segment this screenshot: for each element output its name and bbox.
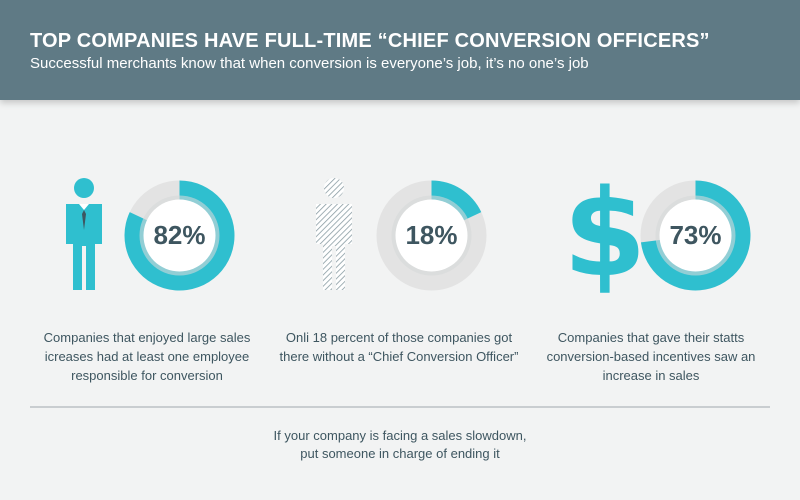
percentage-label-2: 18% bbox=[405, 220, 458, 250]
percentage-label-1: 82% bbox=[153, 220, 206, 250]
stat-caption-2: Onli 18 percent of those companies got t… bbox=[279, 330, 519, 364]
donut-hole-3 bbox=[659, 199, 732, 272]
stat-caption-1: Companies that enjoyed large sales icrea… bbox=[43, 330, 251, 383]
footer-note: If your company is facing a sales slowdo… bbox=[230, 427, 570, 463]
stat-block-3: $ 73% bbox=[563, 170, 800, 300]
percentage-label-3: 73% bbox=[669, 220, 722, 250]
page-title: TOP COMPANIES HAVE FULL-TIME “CHIEF CONV… bbox=[30, 30, 710, 52]
donut-hole-1 bbox=[143, 199, 216, 272]
footer-line-1: If your company is facing a sales slowdo… bbox=[273, 428, 527, 443]
stat-block-1: 82% bbox=[62, 178, 322, 293]
donut-chart-2 bbox=[376, 180, 487, 291]
donut-hole-2 bbox=[395, 199, 468, 272]
donut-chart-1 bbox=[124, 180, 235, 291]
hatched-businessman-icon bbox=[316, 178, 352, 290]
businessman-icon bbox=[66, 178, 102, 290]
section-divider bbox=[30, 406, 770, 408]
footer-line-2: put someone in charge of ending it bbox=[300, 446, 500, 461]
dollar-sign-icon: $ bbox=[563, 165, 647, 304]
stat-block-2: 18% bbox=[312, 178, 572, 293]
page-subtitle: Successful merchants know that when conv… bbox=[30, 55, 589, 72]
stat-caption-3: Companies that gave their statts convers… bbox=[546, 330, 756, 383]
header-banner: TOP COMPANIES HAVE FULL-TIME “CHIEF CONV… bbox=[0, 0, 800, 100]
donut-chart-3 bbox=[640, 180, 751, 291]
